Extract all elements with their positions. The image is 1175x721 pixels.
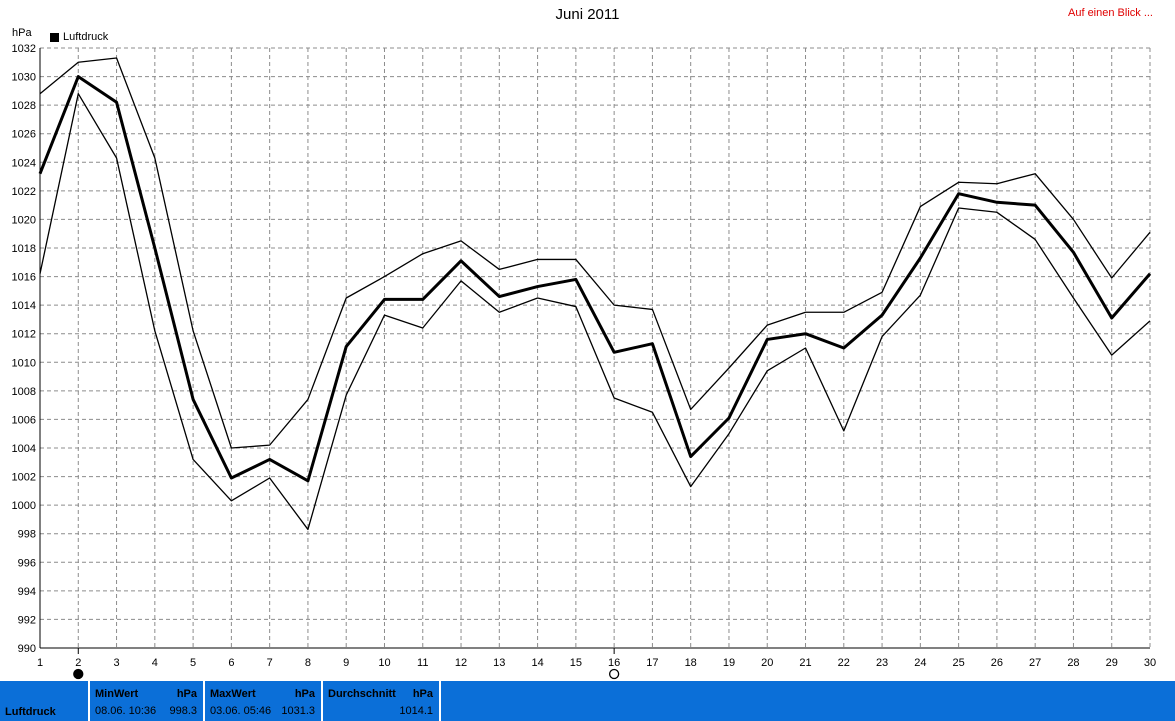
x-tick-label: 1 — [37, 657, 43, 669]
y-tick-label: 992 — [18, 614, 36, 626]
avg-heading: Durchschnitt — [328, 688, 396, 700]
y-tick-label: 1030 — [12, 72, 36, 84]
x-tick-label: 7 — [267, 657, 273, 669]
summary-max-cell: MaxWert hPa 03.06. 05:46 1031.3 — [205, 681, 323, 721]
x-tick-label: 22 — [838, 657, 850, 669]
day-marker-hollow — [608, 668, 620, 680]
day-marker-filled — [73, 668, 84, 680]
x-tick-label: 19 — [723, 657, 735, 669]
x-tick-label: 18 — [685, 657, 697, 669]
y-tick-label: 1028 — [12, 100, 36, 112]
y-tick-label: 1018 — [12, 243, 36, 255]
x-tick-label: 8 — [305, 657, 311, 669]
x-tick-label: 15 — [570, 657, 582, 669]
legend-label: Luftdruck — [63, 31, 109, 43]
x-tick-label: 27 — [1029, 657, 1041, 669]
x-tick-label: 6 — [228, 657, 234, 669]
y-tick-label: 990 — [18, 643, 36, 655]
y-tick-label: 1022 — [12, 186, 36, 198]
y-tick-label: 1010 — [12, 357, 36, 369]
legend-swatch — [50, 32, 59, 42]
x-tick-label: 11 — [417, 657, 428, 669]
legend: Luftdruck — [50, 31, 108, 43]
x-tick-label: 25 — [952, 657, 964, 669]
x-tick-label: 28 — [1067, 657, 1079, 669]
x-tick-label: 26 — [991, 657, 1003, 669]
avg-value: 1014.1 — [399, 705, 433, 717]
y-tick-label: 994 — [18, 586, 36, 598]
series-line-max — [39, 57, 1151, 449]
summary-avg-cell: Durchschnitt hPa 1014.1 — [323, 681, 441, 721]
x-tick-label: 16 — [608, 657, 620, 669]
max-unit: hPa — [294, 688, 315, 700]
x-tick-label: 5 — [190, 657, 196, 669]
min-heading: MinWert — [95, 688, 139, 700]
max-heading: MaxWert — [210, 688, 256, 700]
y-tick-label: 1000 — [12, 500, 36, 512]
min-date: 08.06. 10:36 — [95, 705, 157, 717]
y-axis-unit: hPa — [12, 27, 32, 39]
y-tick-label: 1024 — [12, 157, 36, 169]
min-value: 998.3 — [169, 705, 197, 717]
y-tick-label: 1026 — [12, 129, 36, 141]
x-tick-label: 3 — [113, 657, 119, 669]
x-tick-label: 23 — [876, 657, 888, 669]
summary-series-cell: Luftdruck — [0, 681, 90, 721]
x-tick-label: 9 — [343, 657, 349, 669]
x-tick-label: 10 — [378, 657, 390, 669]
y-tick-label: 1004 — [12, 443, 36, 455]
y-tick-label: 996 — [18, 557, 36, 569]
y-tick-label: 1016 — [12, 272, 36, 284]
y-tick-label: 998 — [18, 529, 36, 541]
x-tick-label: 12 — [455, 657, 467, 669]
x-tick-label: 20 — [761, 657, 773, 669]
y-tick-label: 1020 — [12, 214, 36, 226]
chart-title: Juni 2011 — [555, 6, 620, 23]
series-line-mean — [38, 75, 1152, 483]
y-tick-label: 1002 — [12, 472, 36, 484]
x-tick-label: 17 — [646, 657, 658, 669]
overview-link[interactable]: Auf einen Blick ... — [1068, 7, 1153, 19]
x-tick-label: 30 — [1144, 657, 1156, 669]
min-unit: hPa — [176, 688, 197, 700]
max-date: 03.06. 05:46 — [210, 705, 272, 717]
series-line-min — [39, 93, 1151, 531]
y-tick-label: 1014 — [12, 300, 36, 312]
y-tick-label: 1012 — [12, 329, 36, 341]
summary-bar: Luftdruck MinWert hPa 08.06. 10:36 998.3… — [0, 681, 1175, 721]
max-value: 1031.3 — [281, 705, 315, 717]
avg-unit: hPa — [412, 688, 433, 700]
x-tick-label: 4 — [152, 657, 158, 669]
x-tick-label: 2 — [75, 657, 81, 669]
pressure-chart: 9909929949969981000100210041006100810101… — [12, 43, 1156, 680]
y-tick-label: 1032 — [12, 43, 36, 55]
x-tick-label: 21 — [799, 657, 811, 669]
x-tick-label: 24 — [914, 657, 926, 669]
y-tick-label: 1008 — [12, 386, 36, 398]
summary-min-cell: MinWert hPa 08.06. 10:36 998.3 — [90, 681, 205, 721]
x-tick-label: 14 — [531, 657, 543, 669]
x-tick-label: 13 — [493, 657, 505, 669]
y-tick-label: 1006 — [12, 414, 36, 426]
summary-series-label: Luftdruck — [5, 706, 56, 718]
x-tick-label: 29 — [1106, 657, 1118, 669]
